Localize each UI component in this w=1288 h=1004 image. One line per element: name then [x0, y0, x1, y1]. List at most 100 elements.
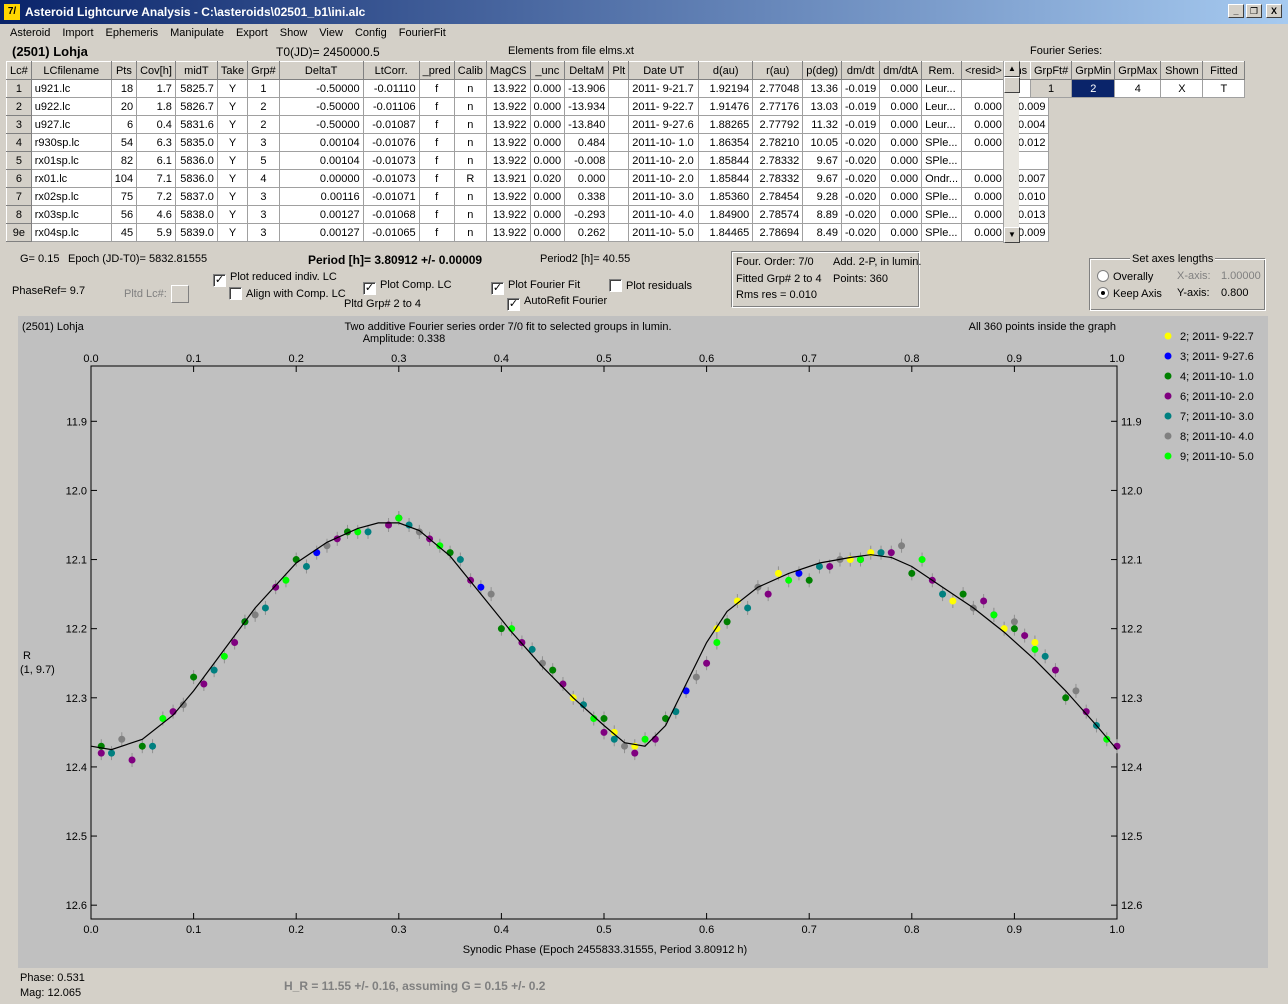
menu-config[interactable]: Config: [354, 27, 387, 39]
row-number[interactable]: 5: [6, 151, 32, 170]
autorefit-checkbox[interactable]: ✓ AutoRefit Fourier: [507, 295, 607, 311]
table-cell[interactable]: 0.000: [961, 133, 1006, 152]
table-cell[interactable]: 0.000: [879, 115, 923, 134]
table-cell[interactable]: 2.77048: [752, 79, 804, 98]
col-header[interactable]: p(deg): [802, 61, 843, 80]
menu-import[interactable]: Import: [62, 27, 94, 39]
table-cell[interactable]: -0.01068: [362, 205, 420, 224]
radio-dot[interactable]: [1097, 270, 1109, 282]
table-cell[interactable]: 3: [247, 205, 280, 224]
table-cell[interactable]: r930sp.lc: [30, 133, 112, 152]
table-cell[interactable]: -0.019: [841, 115, 881, 134]
table-cell[interactable]: 5831.6: [174, 115, 218, 134]
table-cell[interactable]: 1.84465: [698, 223, 754, 242]
table-cell[interactable]: 2011-10- 2.0: [628, 151, 700, 170]
table-cell[interactable]: [961, 151, 1006, 170]
table-cell[interactable]: [608, 97, 630, 116]
table-cell[interactable]: 1.88265: [698, 115, 754, 134]
table-cell[interactable]: f: [418, 133, 455, 152]
row-number[interactable]: 9e: [6, 223, 32, 242]
lightcurve-chart[interactable]: (2501) Lohja Two additive Fourier series…: [18, 316, 1268, 968]
checkbox-box[interactable]: ✓: [213, 274, 226, 287]
col-header[interactable]: Take: [216, 61, 249, 80]
table-cell[interactable]: [608, 133, 630, 152]
table-cell[interactable]: Ondr...: [921, 169, 963, 188]
table-cell[interactable]: rx01.lc: [30, 169, 112, 188]
align-comp-checkbox[interactable]: Align with Comp. LC: [229, 287, 346, 300]
table-cell[interactable]: 8.49: [802, 223, 843, 242]
table-cell[interactable]: 3: [247, 187, 280, 206]
table-cell[interactable]: Y: [216, 223, 249, 242]
table-row[interactable]: 3 u927.lc 6 0.4 5831.6 Y 2 -0.50000 -0.01087 f n 13…: [6, 115, 1050, 134]
table-cell[interactable]: -0.01065: [362, 223, 420, 242]
table-cell[interactable]: 0.000: [961, 187, 1006, 206]
table-cell[interactable]: 11.32: [802, 115, 843, 134]
table-cell[interactable]: -0.008: [564, 151, 610, 170]
table-cell[interactable]: Y: [216, 97, 249, 116]
table-cell[interactable]: 2011-10- 2.0: [628, 169, 700, 188]
row-number[interactable]: 3: [6, 115, 32, 134]
row-number[interactable]: 1: [6, 79, 32, 98]
table-cell[interactable]: 0.000: [529, 133, 566, 152]
table-cell[interactable]: 13.922: [485, 187, 531, 206]
table-cell[interactable]: -0.020: [841, 223, 881, 242]
table-cell[interactable]: -13.934: [564, 97, 610, 116]
table-cell[interactable]: -0.50000: [278, 115, 364, 134]
table-cell[interactable]: -13.906: [564, 79, 610, 98]
table-cell[interactable]: 13.922: [485, 79, 531, 98]
table-cell[interactable]: -0.01073: [362, 169, 420, 188]
menu-show[interactable]: Show: [279, 27, 308, 39]
menu-view[interactable]: View: [319, 27, 343, 39]
table-cell[interactable]: -0.01110: [362, 79, 420, 98]
table-cell[interactable]: Leur...: [921, 97, 963, 116]
table-cell[interactable]: u921.lc: [30, 79, 112, 98]
table-cell[interactable]: 20: [110, 97, 138, 116]
table-cell[interactable]: [608, 115, 630, 134]
table-cell[interactable]: 0.000: [961, 169, 1006, 188]
table-cell[interactable]: [608, 79, 630, 98]
table-cell[interactable]: 13.922: [485, 223, 531, 242]
xaxis-value[interactable]: 1.00000: [1221, 270, 1261, 282]
table-cell[interactable]: 0.000: [961, 115, 1006, 134]
table-cell[interactable]: rx01sp.lc: [30, 151, 112, 170]
row-number[interactable]: 8: [6, 205, 32, 224]
yaxis-value[interactable]: 0.800: [1221, 287, 1249, 299]
col-header[interactable]: LCfilename: [30, 61, 112, 80]
table-cell[interactable]: 0.000: [961, 223, 1006, 242]
table-cell[interactable]: rx02sp.lc: [30, 187, 112, 206]
table-row[interactable]: 9e rx04sp.lc 45 5.9 5839.0 Y 3 0.00127 -0.01065 f…: [6, 223, 1050, 242]
table-cell[interactable]: -0.019: [841, 97, 881, 116]
scroll-down-button[interactable]: ▼: [1004, 227, 1020, 243]
table-cell[interactable]: f: [418, 115, 455, 134]
table-cell[interactable]: 5: [247, 151, 280, 170]
col-header[interactable]: Calib: [453, 61, 487, 80]
table-cell[interactable]: f: [418, 205, 455, 224]
table-cell[interactable]: Y: [216, 133, 249, 152]
table-row[interactable]: 2 u922.lc 20 1.8 5826.7 Y 2 -0.50000 -0.01106 f n 1…: [6, 97, 1050, 116]
table-cell[interactable]: 5836.0: [174, 151, 218, 170]
table-cell[interactable]: 6: [110, 115, 138, 134]
menu-fourierfit[interactable]: FourierFit: [398, 27, 446, 39]
keep-axis-radio[interactable]: Keep Axis: [1097, 287, 1162, 300]
table-cell[interactable]: [608, 205, 630, 224]
table-cell[interactable]: 75: [110, 187, 138, 206]
table-cell[interactable]: 0.000: [961, 97, 1006, 116]
table-cell[interactable]: 54: [110, 133, 138, 152]
table-cell[interactable]: -0.020: [841, 151, 881, 170]
table-cell[interactable]: 0.020: [529, 169, 566, 188]
menu-ephemeris[interactable]: Ephemeris: [105, 27, 159, 39]
minimize-button[interactable]: _: [1228, 4, 1244, 18]
table-cell[interactable]: 9.67: [802, 151, 843, 170]
table-scrollbar[interactable]: ▲ ▼: [1003, 61, 1020, 243]
table-cell[interactable]: 6.1: [136, 151, 176, 170]
table-cell[interactable]: rx04sp.lc: [30, 223, 112, 242]
table-cell[interactable]: 13.922: [485, 151, 531, 170]
col-header[interactable]: Lc#: [6, 61, 32, 80]
row-number[interactable]: 6: [6, 169, 32, 188]
overally-radio[interactable]: Overally: [1097, 270, 1153, 283]
scroll-thumb[interactable]: [1004, 77, 1020, 93]
table-cell[interactable]: -0.01073: [362, 151, 420, 170]
table-cell[interactable]: Leur...: [921, 79, 963, 98]
table-cell[interactable]: 18: [110, 79, 138, 98]
lightcurve-table[interactable]: Lc# LCfilename Pts Cov[h] midT Take Grp# DeltaT…: [6, 61, 1050, 242]
